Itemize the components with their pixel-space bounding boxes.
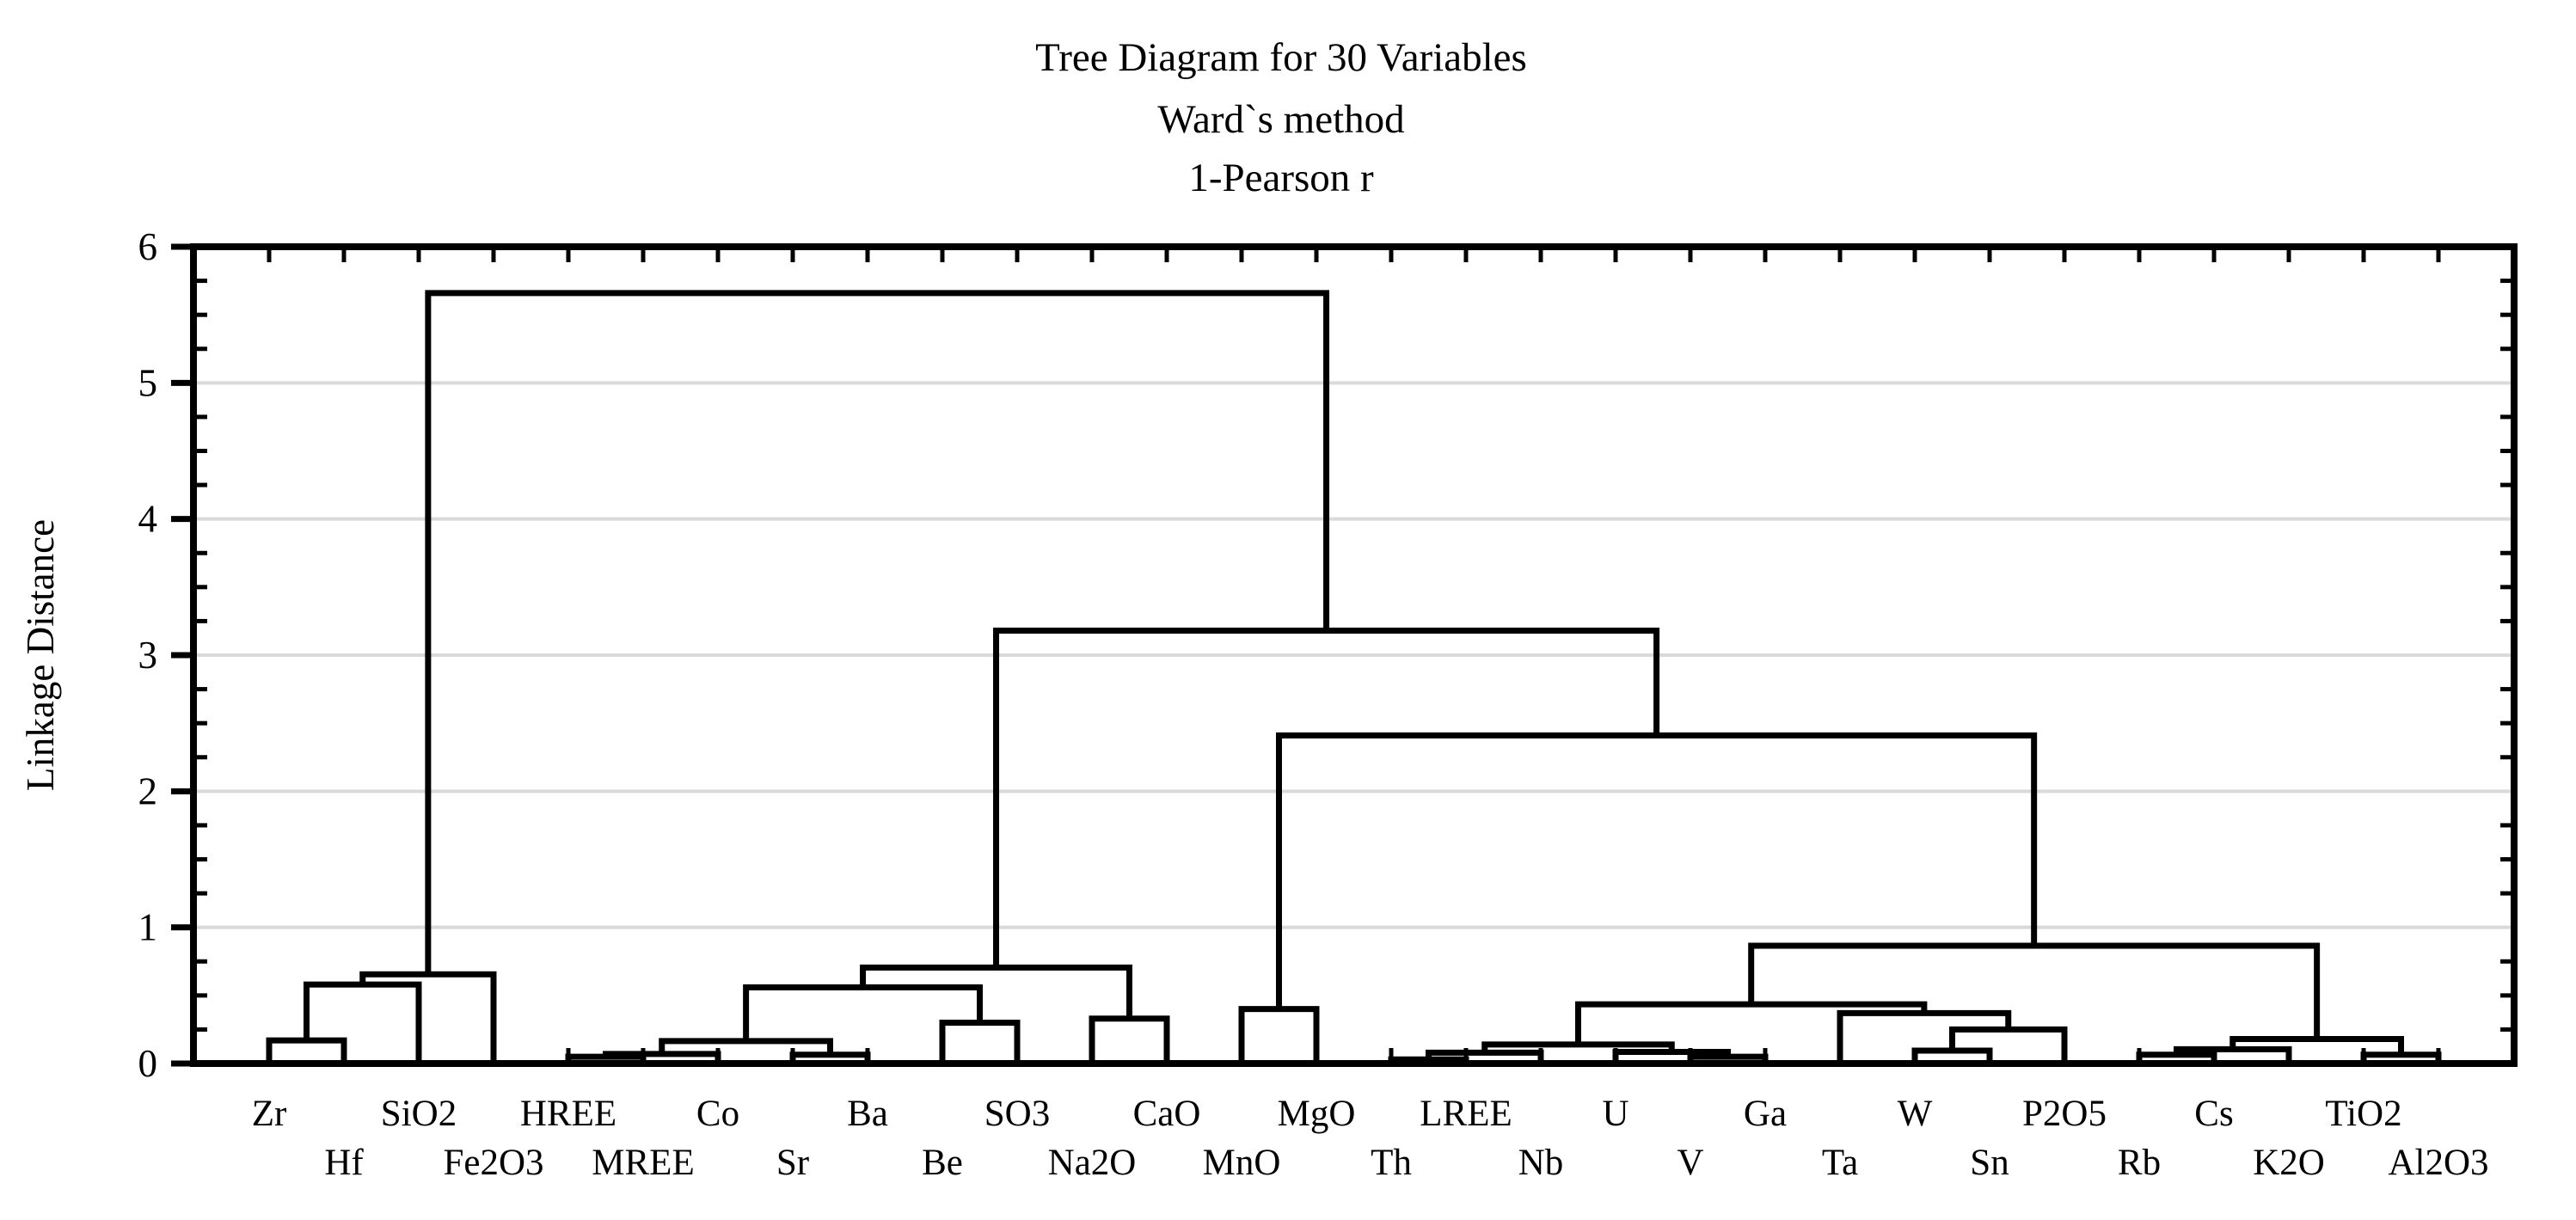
linkage-bracket: [1748, 942, 2321, 1039]
x-leaf-label: MREE: [592, 1143, 694, 1183]
chart-title: Tree Diagram for 30 Variables: [1035, 35, 1527, 80]
x-leaf-label: Nb: [1518, 1143, 1564, 1183]
linkage-bracket: [304, 981, 422, 1064]
y-tick-label: 5: [138, 361, 158, 404]
linkage-bracket: [1837, 1009, 2012, 1064]
frame-rect: [190, 243, 2518, 1067]
x-leaf-label: Sr: [776, 1143, 809, 1183]
x-leaf-label: HREE: [520, 1094, 616, 1134]
y-axis-ticks: [171, 243, 2514, 1067]
x-leaf-label: SiO2: [381, 1094, 457, 1134]
x-leaf-label: Ba: [847, 1094, 888, 1134]
y-tick-label: 0: [138, 1042, 158, 1085]
x-leaf-label: V: [1677, 1143, 1703, 1183]
x-leaf-label: Zr: [252, 1094, 287, 1134]
x-leaf-label: W: [1898, 1094, 1933, 1134]
x-leaf-label: Co: [696, 1094, 739, 1134]
linkage-bracket: [1575, 1001, 1928, 1045]
linkage-bracket: [266, 1037, 347, 1064]
x-leaf-label: K2O: [2253, 1143, 2325, 1183]
y-tick-label: 2: [138, 769, 158, 812]
x-leaf-label: Na2O: [1048, 1143, 1137, 1183]
chart-subtitle-metric: 1-Pearson r: [1188, 156, 1374, 200]
y-tick-label: 1: [138, 906, 158, 949]
linkage-bracket: [1276, 732, 2038, 1009]
y-axis-title: Linkage Distance: [19, 519, 62, 791]
x-axis-labels: ZrHfSiO2Fe2O3HREEMREECoSrBaBeSO3Na2OCaOM…: [252, 1094, 2489, 1183]
linkage-bracket: [1949, 1026, 2068, 1064]
x-leaf-label: U: [1602, 1094, 1628, 1134]
x-leaf-label: Al2O3: [2388, 1143, 2488, 1183]
x-leaf-label: MnO: [1203, 1143, 1281, 1183]
x-leaf-label: TiO2: [2325, 1094, 2401, 1134]
x-leaf-label: P2O5: [2022, 1094, 2107, 1134]
x-leaf-label: CaO: [1133, 1094, 1201, 1134]
x-leaf-label: Be: [922, 1143, 963, 1183]
linkage-bracket: [1238, 1006, 1320, 1064]
linkage-bracket: [659, 1038, 833, 1055]
x-leaf-label: Hf: [324, 1143, 364, 1183]
x-leaf-label: SO3: [984, 1094, 1050, 1134]
linkage-bracket: [359, 971, 497, 1064]
y-axis-labels: 0 1 2 3 4 5 6: [138, 225, 158, 1085]
x-leaf-label: Ga: [1744, 1094, 1787, 1134]
linkage-bracket: [425, 290, 1330, 975]
x-leaf-label: Cs: [2194, 1094, 2233, 1134]
x-leaf-label: Rb: [2118, 1143, 2161, 1183]
linkage-bracket: [993, 628, 1660, 968]
linkage-bracket: [939, 1020, 1021, 1064]
plot-frame: [190, 243, 2518, 1067]
dendrogram-tree: [266, 290, 2442, 1064]
x-leaf-label: Fe2O3: [443, 1143, 543, 1183]
y-tick-label: 4: [138, 498, 158, 541]
x-leaf-label: Th: [1371, 1143, 1412, 1183]
linkage-bracket: [860, 964, 1132, 1019]
x-leaf-label: LREE: [1420, 1094, 1512, 1134]
x-leaf-label: Sn: [1970, 1143, 2009, 1183]
x-axis-ticks: [267, 247, 2441, 1064]
gridlines: [193, 381, 2514, 929]
x-leaf-label: MgO: [1278, 1094, 1356, 1134]
x-leaf-label: Ta: [1822, 1143, 1858, 1183]
linkage-bracket: [1089, 1015, 1170, 1064]
y-tick-label: 6: [138, 225, 158, 268]
y-tick-label: 3: [138, 634, 158, 677]
chart-subtitle-method: Ward`s method: [1157, 97, 1404, 142]
